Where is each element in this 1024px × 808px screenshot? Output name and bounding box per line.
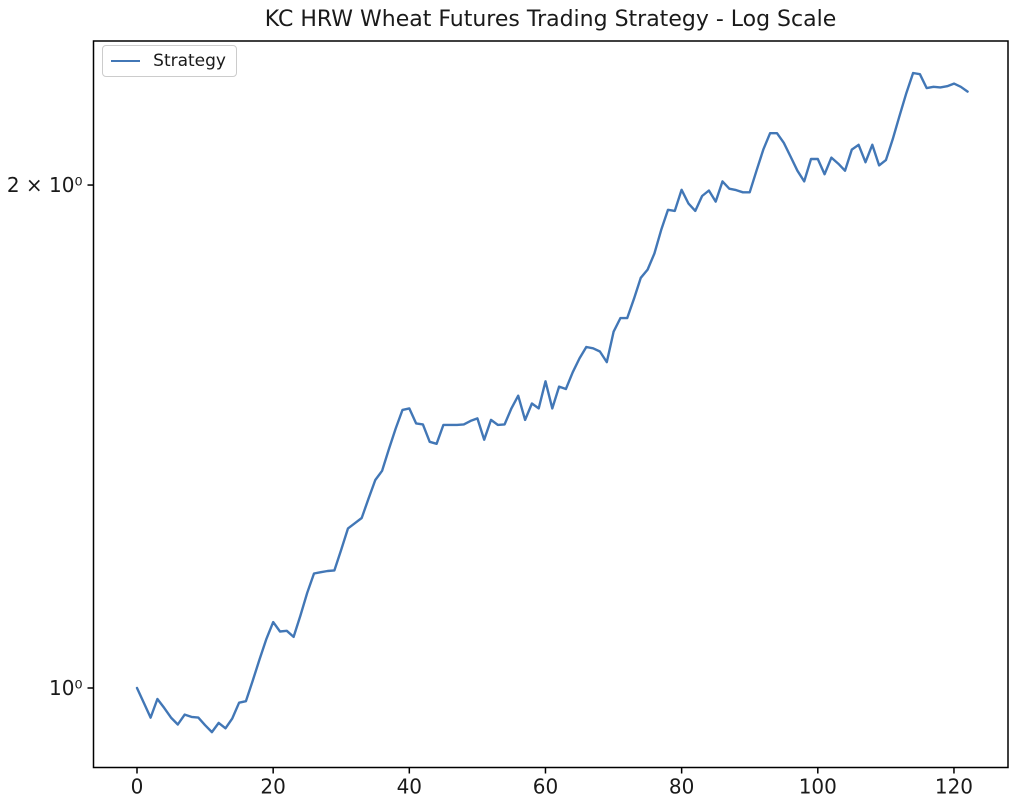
x-tick-label: 80 bbox=[669, 775, 694, 799]
x-tick-label: 20 bbox=[260, 775, 285, 799]
legend-line-swatch bbox=[111, 60, 141, 62]
x-tick-label: 120 bbox=[935, 775, 973, 799]
y-tick-label: 2 × 10⁰ bbox=[7, 173, 83, 197]
legend: Strategy bbox=[102, 45, 237, 77]
strategy-line bbox=[135, 71, 969, 734]
x-tick-label: 60 bbox=[533, 775, 558, 799]
x-tick-label: 0 bbox=[131, 775, 144, 799]
x-tick-label: 100 bbox=[799, 775, 837, 799]
y-tick-label: 10⁰ bbox=[49, 676, 82, 700]
axes-frame bbox=[92, 40, 1009, 769]
chart-title: KC HRW Wheat Futures Trading Strategy - … bbox=[264, 7, 837, 32]
x-tick-label: 40 bbox=[397, 775, 422, 799]
legend-label: Strategy bbox=[153, 51, 226, 71]
